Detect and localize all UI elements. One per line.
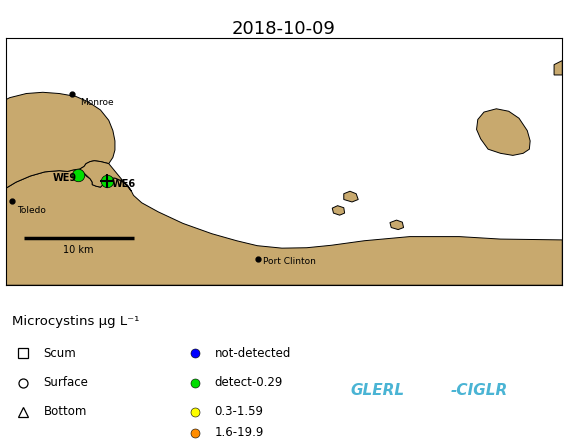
Polygon shape — [332, 206, 345, 215]
Text: not-detected: not-detected — [215, 347, 291, 360]
Polygon shape — [80, 161, 131, 191]
Text: Port Clinton: Port Clinton — [263, 257, 316, 266]
Text: WE9: WE9 — [53, 173, 77, 184]
Text: 0.3-1.59: 0.3-1.59 — [215, 405, 264, 418]
Text: Bottom: Bottom — [44, 405, 87, 418]
Text: 10 km: 10 km — [62, 245, 93, 255]
Text: Microcystins μg L⁻¹: Microcystins μg L⁻¹ — [12, 315, 140, 328]
Text: -CIGLR: -CIGLR — [451, 383, 508, 398]
Text: detect-0.29: detect-0.29 — [215, 376, 283, 389]
Text: Surface: Surface — [44, 376, 89, 389]
Text: GLERL: GLERL — [351, 383, 405, 398]
Polygon shape — [390, 220, 404, 229]
Text: 1.6-19.9: 1.6-19.9 — [215, 426, 264, 439]
Polygon shape — [6, 170, 562, 285]
Polygon shape — [554, 60, 562, 75]
Polygon shape — [477, 109, 530, 155]
Text: Toledo: Toledo — [17, 206, 45, 215]
Title: 2018-10-09: 2018-10-09 — [232, 20, 336, 38]
Text: Scum: Scum — [44, 347, 76, 360]
Polygon shape — [344, 191, 358, 202]
Polygon shape — [6, 38, 115, 188]
Text: Monroe: Monroe — [80, 99, 114, 108]
Text: WE6: WE6 — [112, 179, 136, 189]
